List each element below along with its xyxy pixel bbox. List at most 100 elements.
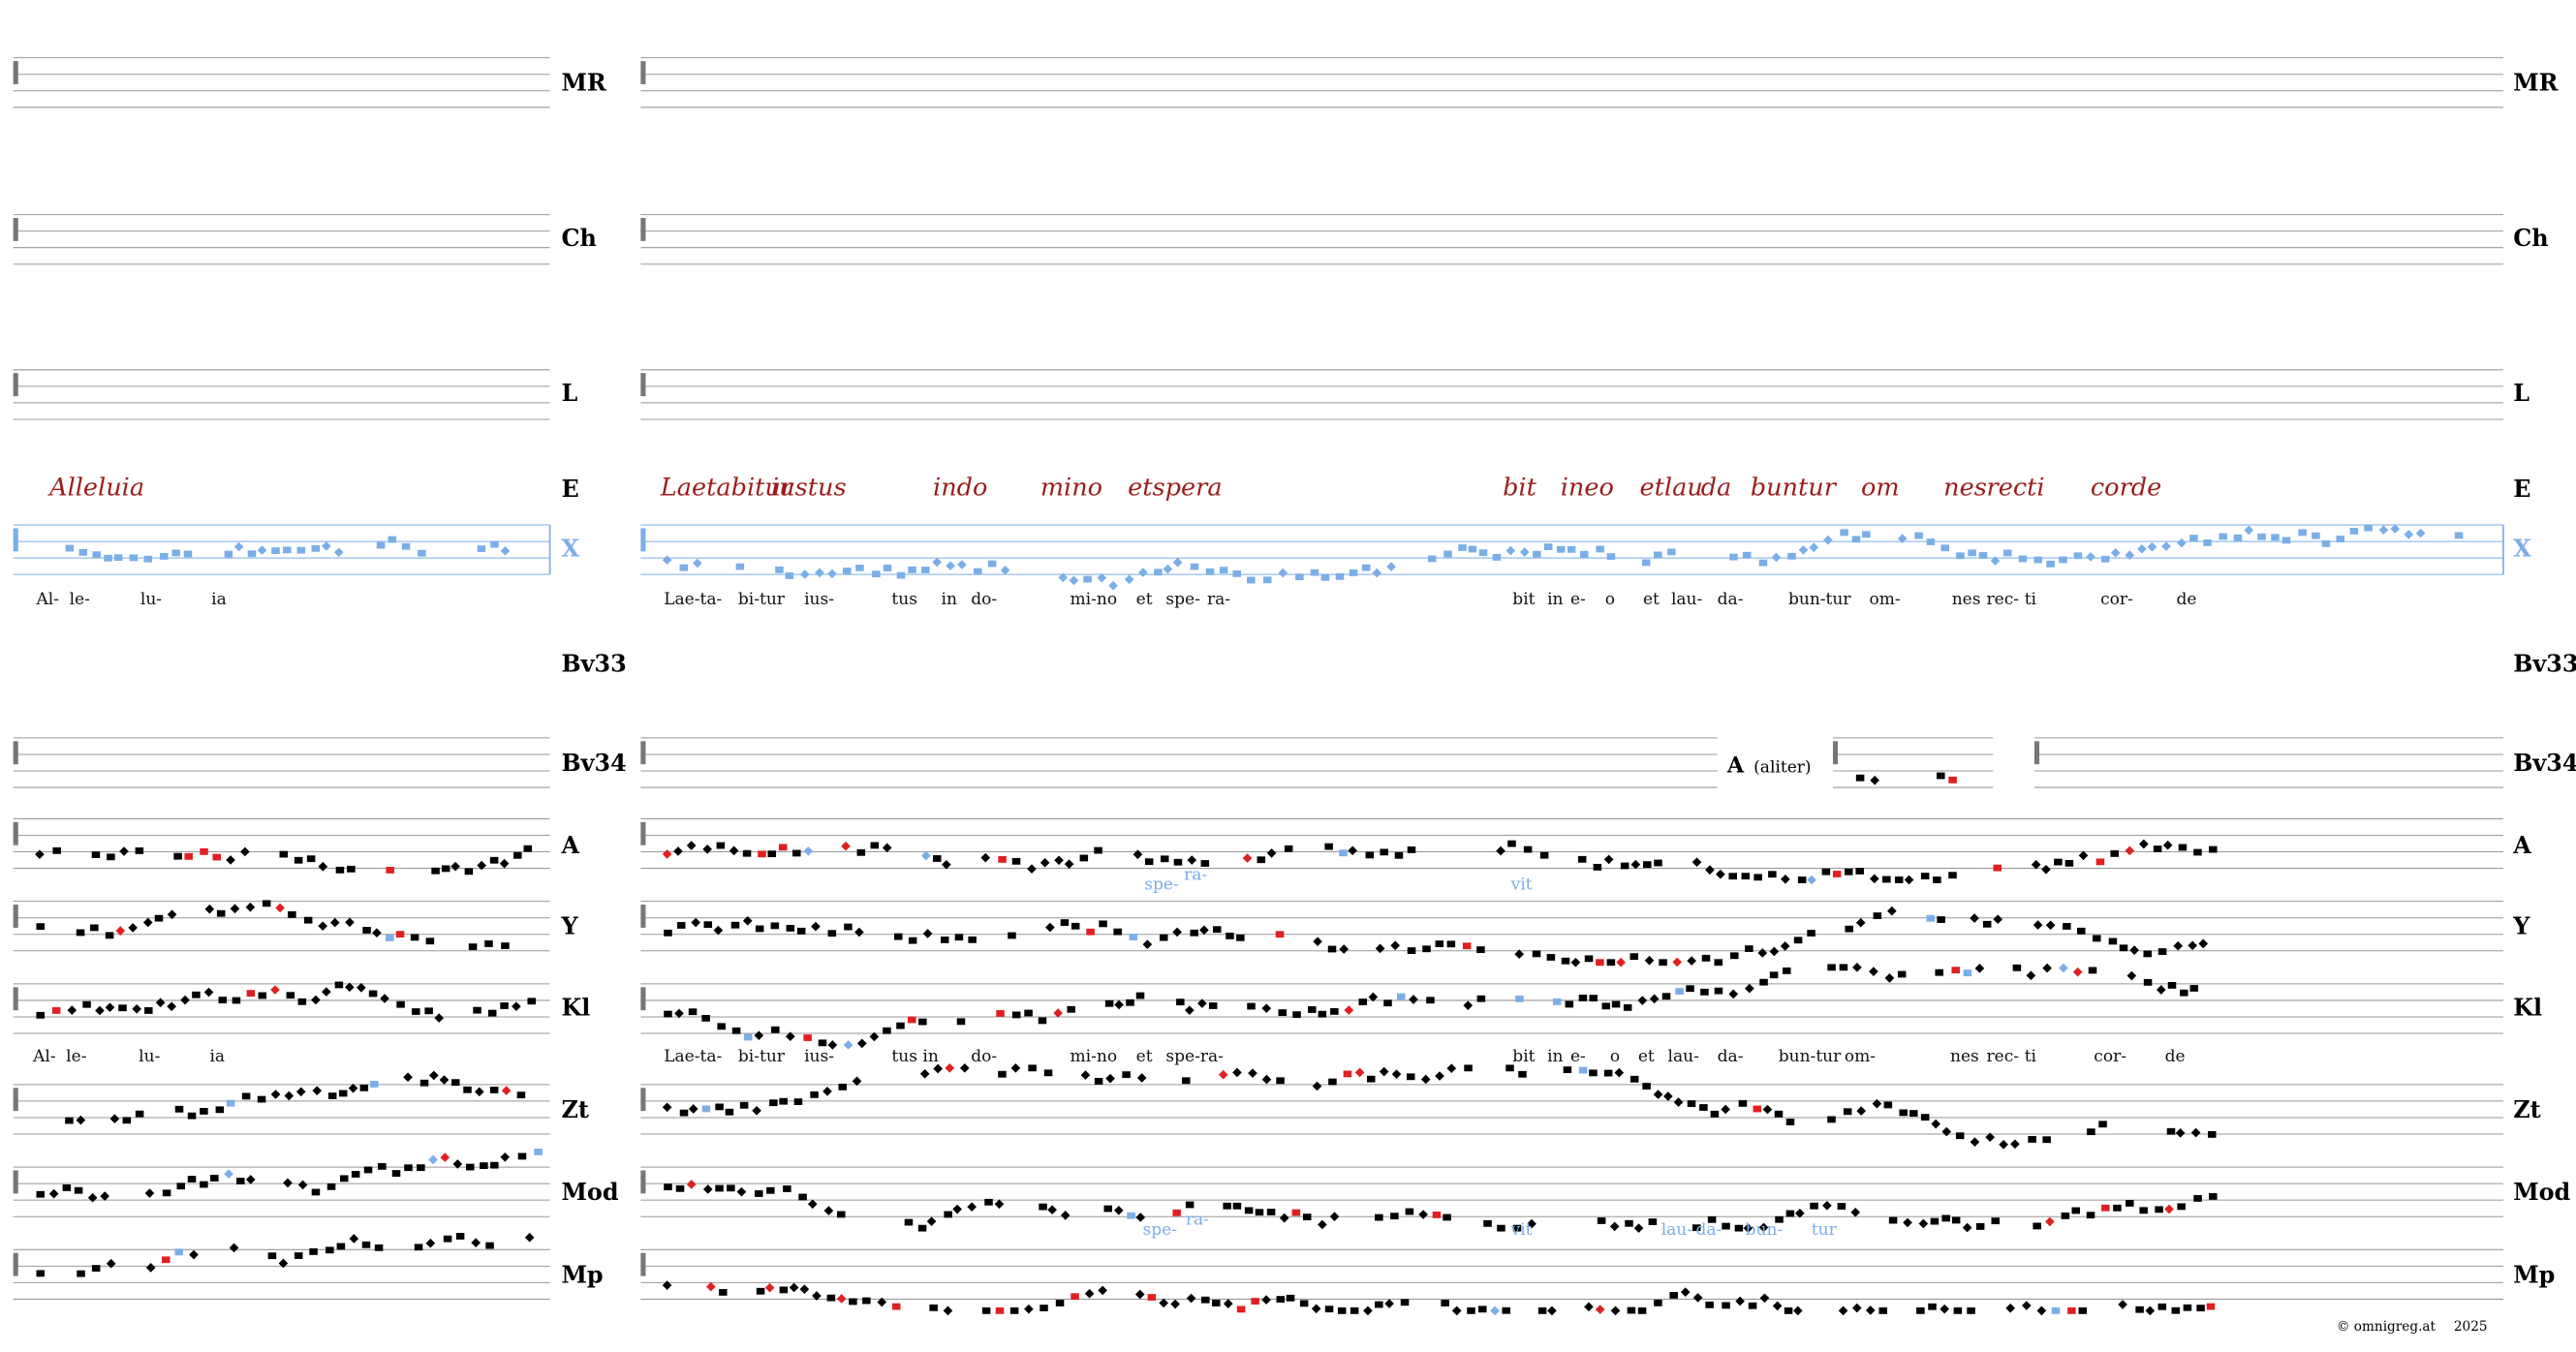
square-note bbox=[1135, 992, 1145, 999]
square-note bbox=[1308, 1006, 1317, 1013]
square-note bbox=[2046, 560, 2055, 568]
lyric: do- bbox=[971, 1047, 997, 1066]
lyric: in bbox=[942, 590, 957, 609]
square-note bbox=[294, 856, 303, 864]
clef bbox=[13, 1252, 18, 1276]
square-note bbox=[135, 847, 144, 854]
diamond-note bbox=[1999, 1139, 2008, 1150]
square-note bbox=[1275, 931, 1285, 938]
square-note bbox=[410, 934, 419, 941]
square-note bbox=[730, 921, 740, 929]
square-note bbox=[717, 1023, 726, 1030]
diamond-note bbox=[245, 902, 256, 912]
square-note bbox=[679, 564, 689, 571]
square-note bbox=[2177, 1203, 2186, 1211]
manuscript-text: om bbox=[1861, 473, 1900, 502]
square-note bbox=[303, 916, 313, 924]
square-note bbox=[118, 1004, 127, 1012]
square-note bbox=[1266, 1209, 1276, 1215]
lyric: mi-no bbox=[1071, 590, 1118, 609]
square-note bbox=[1845, 925, 1853, 933]
clef bbox=[13, 741, 18, 765]
square-note bbox=[2054, 858, 2063, 866]
square-note bbox=[2189, 535, 2198, 541]
staff-label: Bv34 bbox=[562, 750, 627, 777]
square-note bbox=[1365, 851, 1375, 859]
square-note bbox=[1328, 1078, 1337, 1086]
square-note bbox=[1738, 1099, 1748, 1107]
square-note bbox=[2180, 989, 2188, 997]
square-note bbox=[1232, 570, 1242, 577]
square-note bbox=[998, 1070, 1007, 1078]
square-note bbox=[1784, 1306, 1793, 1314]
square-note bbox=[1318, 1010, 1327, 1018]
square-note bbox=[2064, 859, 2074, 867]
square-note bbox=[1714, 987, 1723, 995]
square-note bbox=[36, 1011, 46, 1019]
square-note bbox=[1606, 553, 1616, 561]
diamond-note bbox=[1728, 989, 1739, 999]
square-note bbox=[104, 554, 112, 562]
square-note bbox=[1394, 851, 1404, 859]
square-note bbox=[1512, 1224, 1522, 1232]
clef bbox=[13, 987, 18, 1011]
diamond-note bbox=[811, 921, 821, 932]
square-note bbox=[779, 1286, 789, 1294]
square-note bbox=[2193, 848, 2202, 856]
square-note bbox=[1390, 1213, 1399, 1220]
diamond-note bbox=[500, 546, 511, 556]
square-note bbox=[715, 1184, 724, 1192]
square-note bbox=[424, 1007, 433, 1015]
square-note bbox=[1722, 1222, 1730, 1230]
square-note bbox=[76, 929, 85, 937]
diamond-note bbox=[245, 1175, 256, 1184]
diamond-note bbox=[946, 561, 955, 571]
diamond-note bbox=[357, 982, 366, 993]
square-note bbox=[1443, 550, 1452, 558]
square-note bbox=[1920, 1114, 1930, 1122]
square-note bbox=[2033, 1222, 2041, 1230]
square-note bbox=[1654, 1299, 1662, 1306]
diamond-note bbox=[2390, 524, 2401, 534]
square-note bbox=[480, 1162, 488, 1170]
diamond-note bbox=[1080, 1070, 1091, 1080]
diamond-note bbox=[144, 1188, 155, 1198]
diamond-note bbox=[827, 568, 837, 579]
diamond-note bbox=[2033, 920, 2043, 930]
square-note bbox=[92, 551, 101, 559]
square-note bbox=[1467, 1306, 1475, 1314]
square-note bbox=[843, 568, 852, 574]
diamond-note bbox=[428, 1154, 438, 1165]
diamond-note bbox=[2415, 528, 2426, 538]
diamond-note bbox=[1630, 859, 1641, 870]
square-note bbox=[2002, 549, 2012, 557]
diamond-note bbox=[1990, 556, 2001, 566]
square-note bbox=[236, 1178, 245, 1184]
square-note bbox=[2183, 1304, 2192, 1311]
diamond-note bbox=[882, 843, 892, 853]
diamond-note bbox=[1390, 940, 1400, 951]
square-note bbox=[1159, 934, 1168, 941]
diamond-note bbox=[2010, 1139, 2020, 1150]
square-note bbox=[2196, 1305, 2205, 1312]
square-note bbox=[1914, 532, 1923, 539]
lyric: de bbox=[2177, 590, 2197, 609]
lyric: nes bbox=[1952, 590, 1981, 609]
square-note bbox=[212, 853, 221, 861]
diamond-note bbox=[764, 1282, 775, 1293]
diamond-note bbox=[67, 1005, 78, 1015]
variant-syllable: vit bbox=[1510, 876, 1533, 895]
square-note bbox=[513, 851, 522, 859]
staff-label: Kl bbox=[2513, 994, 2542, 1021]
square-note bbox=[311, 1188, 321, 1196]
diamond-note bbox=[1772, 1301, 1783, 1311]
square-note bbox=[173, 852, 182, 860]
square-note bbox=[1337, 1306, 1347, 1314]
square-note bbox=[2095, 858, 2105, 866]
square-note bbox=[1537, 1306, 1547, 1314]
square-note bbox=[247, 550, 257, 558]
square-note bbox=[1948, 872, 1957, 879]
square-note bbox=[2166, 1127, 2176, 1135]
square-note bbox=[296, 546, 306, 554]
clef bbox=[640, 905, 646, 928]
